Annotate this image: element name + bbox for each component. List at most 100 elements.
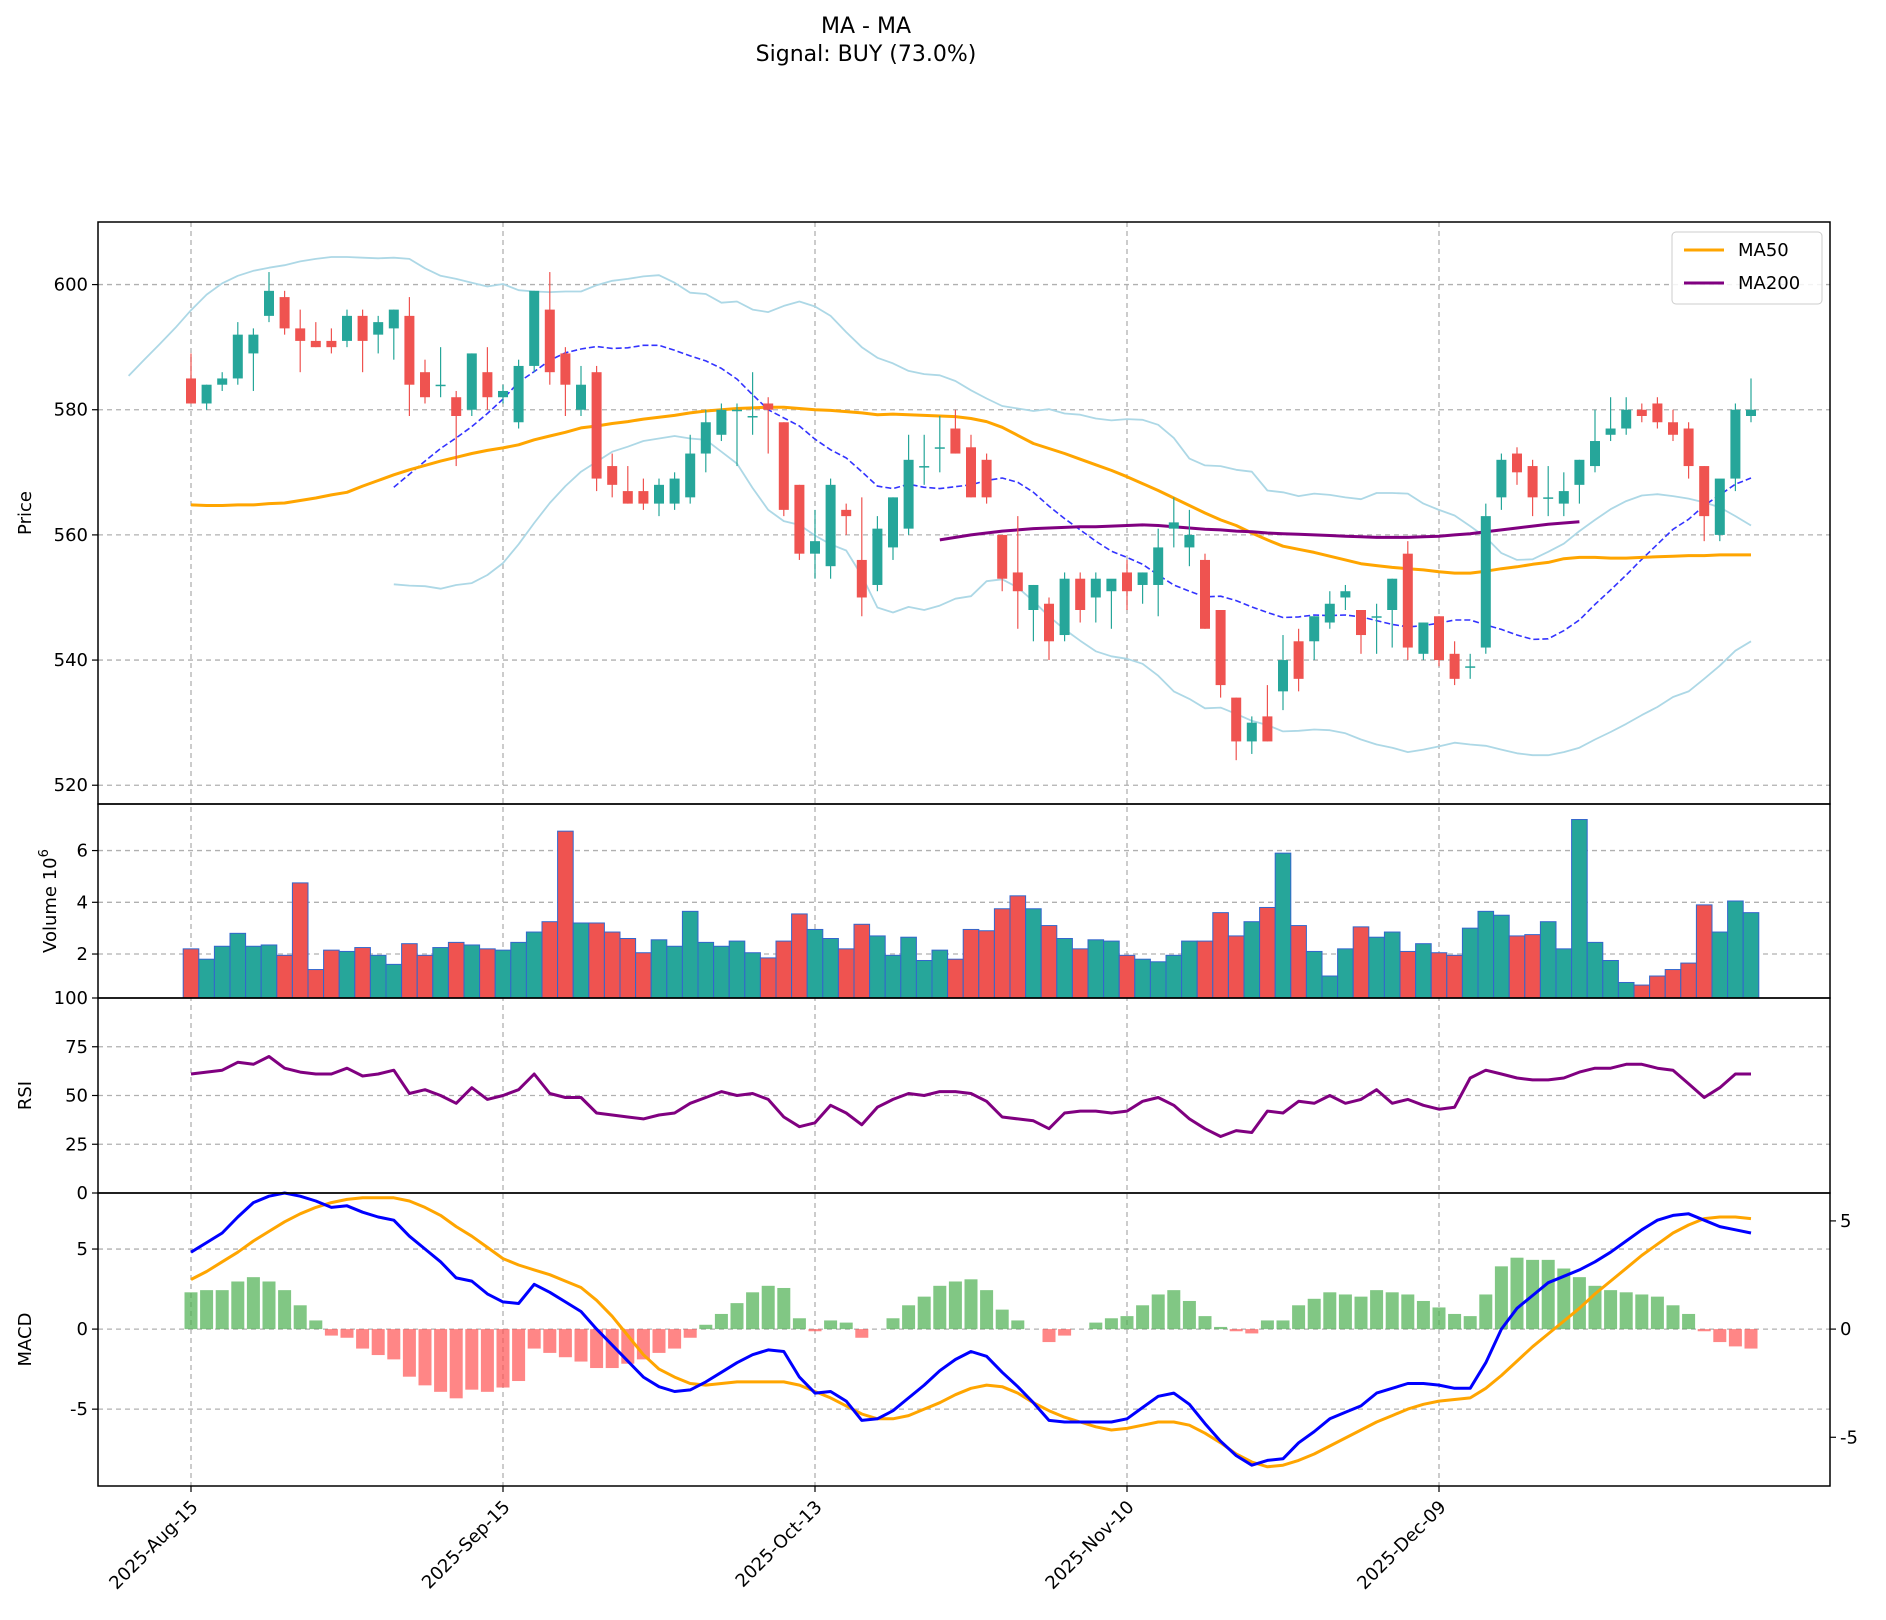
macd-histogram-bar <box>200 1290 214 1330</box>
panel-frame <box>97 221 1831 805</box>
macd-histogram-bar <box>558 1329 572 1358</box>
volume-bar <box>759 957 777 999</box>
rsi-tick-label: 100 <box>54 988 88 1009</box>
candle-body <box>1371 616 1382 618</box>
volume-bar <box>1493 914 1510 999</box>
volume-bar <box>978 930 995 999</box>
volume-bar <box>291 882 309 999</box>
candle-body <box>638 491 649 504</box>
candle-body <box>1605 428 1616 435</box>
volume-bar <box>276 954 293 999</box>
macd-histogram-bar <box>590 1329 604 1369</box>
bollinger-upper-line <box>127 256 1752 561</box>
candle-body <box>1402 553 1413 648</box>
volume-bar <box>1337 948 1354 999</box>
candle-body <box>997 534 1008 579</box>
volume-bar <box>572 922 590 999</box>
candle-body <box>1418 622 1429 654</box>
macd-histogram-bar <box>777 1287 791 1330</box>
volume-bar <box>1555 948 1573 999</box>
candle-body <box>451 397 462 416</box>
candle-body <box>1356 610 1366 636</box>
macd-histogram-bar <box>730 1303 744 1330</box>
candle-body <box>903 459 914 529</box>
price-tick-label: 520 <box>54 775 88 796</box>
macd-histogram-bar <box>324 1329 338 1336</box>
macd-axis-label: MACD <box>15 1313 36 1367</box>
macd-right-tick-label: 0 <box>1840 1319 1851 1340</box>
macd-histogram-bar <box>1572 1277 1586 1330</box>
macd-tick-label: -5 <box>70 1399 88 1420</box>
volume-bar <box>182 948 200 999</box>
macd-histogram-bar <box>1214 1326 1228 1330</box>
chart-subtitle: Signal: BUY (73.0%) <box>756 42 977 67</box>
macd-histogram-bar <box>293 1305 307 1330</box>
candle-body <box>966 447 976 498</box>
rsi-axis-label: RSI <box>15 1081 36 1110</box>
volume-bar <box>385 963 403 999</box>
ma50-line <box>190 405 1751 575</box>
macd-histogram-bar <box>1650 1296 1664 1330</box>
volume-bar <box>603 931 621 999</box>
macd-histogram-bar <box>1136 1305 1150 1330</box>
macd-histogram-bar <box>356 1329 370 1349</box>
candle-body <box>1044 603 1054 642</box>
macd-histogram-bar <box>808 1329 822 1332</box>
volume-bar <box>713 945 730 999</box>
macd-histogram-bar <box>964 1279 978 1330</box>
volume-bar <box>1118 954 1136 999</box>
macd-tick-label: 5 <box>77 1239 88 1260</box>
volume-bar <box>837 948 855 999</box>
candle-body <box>919 466 930 468</box>
volume-axis-label: Volume 106 <box>37 849 61 953</box>
candle-body <box>1278 660 1288 692</box>
rsi-panel <box>190 1055 1751 1138</box>
bollinger-mid-line <box>393 344 1752 641</box>
candle-body <box>700 422 711 454</box>
grid-layer <box>98 222 1830 1486</box>
volume-bar <box>1383 931 1401 999</box>
volume-tick-label: 2 <box>77 944 88 965</box>
macd-histogram-bar <box>683 1329 697 1338</box>
macd-histogram-bar <box>1292 1305 1306 1330</box>
volume-bar <box>1134 958 1151 999</box>
volume-bar <box>369 954 387 999</box>
candle-body <box>1714 478 1725 535</box>
candle-body <box>1012 572 1023 592</box>
volume-tick-label: 6 <box>77 841 88 862</box>
volume-bar <box>1071 948 1089 999</box>
macd-histogram-bar <box>1198 1316 1212 1330</box>
volume-bar <box>1727 900 1744 999</box>
macd-histogram-bar <box>1728 1329 1742 1347</box>
candle-body <box>420 372 430 398</box>
rsi-line <box>190 1055 1751 1138</box>
macd-histogram-bar <box>605 1329 619 1369</box>
macd-signal-line <box>190 1196 1752 1469</box>
candle-body <box>482 372 493 398</box>
volume-bar <box>541 921 559 999</box>
macd-histogram-bar <box>1541 1259 1555 1330</box>
candle-body <box>404 315 415 385</box>
macd-histogram-bar <box>1416 1300 1430 1330</box>
candle-body <box>1309 616 1320 642</box>
candle-body <box>669 478 680 504</box>
candle-body <box>232 334 243 379</box>
macd-histogram-bar <box>480 1329 494 1392</box>
volume-panel <box>182 819 1760 999</box>
macd-line <box>190 1191 1752 1467</box>
volume-bar <box>1633 984 1651 999</box>
macd-histogram-bar <box>418 1329 432 1386</box>
volume-bar <box>1461 927 1479 999</box>
macd-histogram-bar <box>1167 1290 1181 1330</box>
macd-histogram-bar <box>792 1318 806 1330</box>
macd-histogram-bar <box>527 1329 541 1349</box>
volume-bar <box>1368 936 1385 999</box>
volume-bar <box>775 940 793 999</box>
macd-histogram-bar <box>746 1292 760 1330</box>
volume-bar <box>1212 912 1229 999</box>
candle-body <box>1746 409 1756 416</box>
candle-body <box>1324 603 1335 623</box>
volume-bar <box>479 948 496 999</box>
volume-bar <box>947 958 964 999</box>
